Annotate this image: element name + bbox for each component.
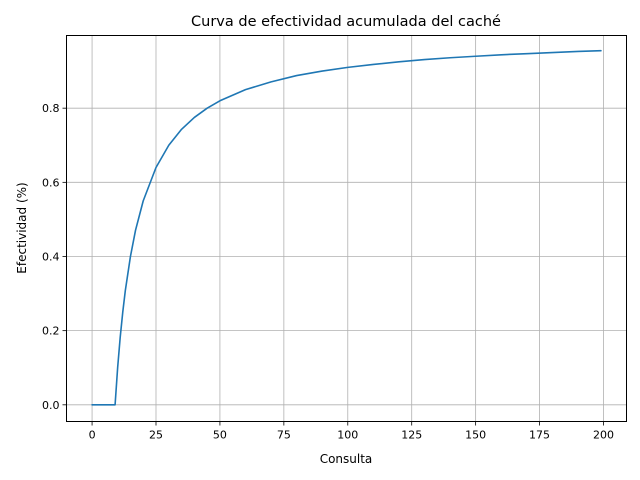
series-layer xyxy=(91,49,602,406)
chart-title: Curva de efectividad acumulada del caché xyxy=(191,14,501,30)
y-tick-label: 0.4 xyxy=(42,250,60,263)
x-tick-label: 50 xyxy=(213,429,227,442)
x-tick-label: 25 xyxy=(149,429,163,442)
y-axis-label: Efectividad (%) xyxy=(15,182,29,273)
y-tick-label: 0.6 xyxy=(42,176,60,189)
grid-lines xyxy=(66,35,627,422)
y-tick-label: 0.0 xyxy=(42,399,60,412)
y-tick-label: 0.8 xyxy=(42,102,60,115)
x-tick-label: 0 xyxy=(89,429,96,442)
x-axis-label: Consulta xyxy=(320,452,373,466)
plot-frame xyxy=(66,35,627,422)
y-axis-ticks: 0.0 0.2 0.4 0.6 0.8 xyxy=(42,102,67,412)
x-axis-ticks: 0 25 50 75 100 125 150 175 200 xyxy=(89,421,614,442)
y-tick-label: 0.2 xyxy=(42,325,60,338)
x-tick-label: 200 xyxy=(593,429,614,442)
x-tick-label: 100 xyxy=(337,429,358,442)
x-tick-label: 175 xyxy=(529,429,550,442)
x-tick-label: 150 xyxy=(465,429,486,442)
x-tick-label: 75 xyxy=(277,429,291,442)
series-line xyxy=(91,49,602,406)
x-tick-label: 125 xyxy=(401,429,422,442)
